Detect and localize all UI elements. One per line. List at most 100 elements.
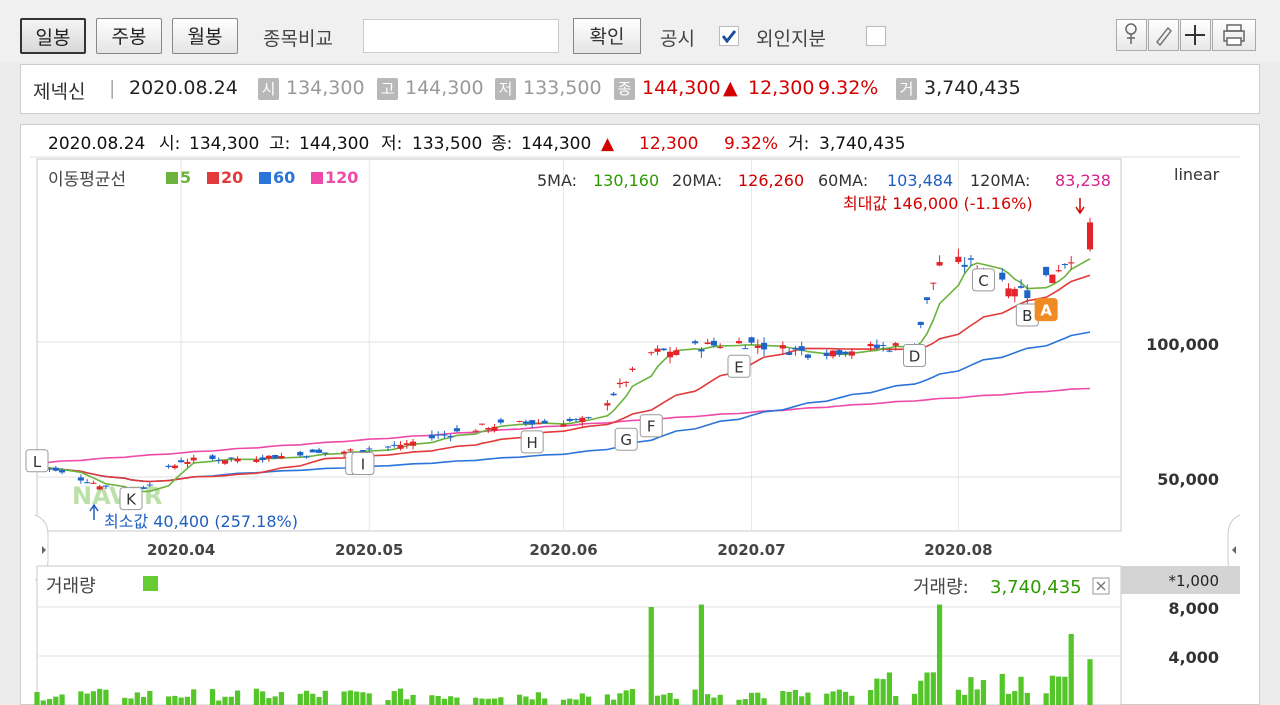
quote-bar: 제넥신 | 2020.08.24 시 134,300 고 144,300 저 1… [20,64,1260,114]
candle [886,347,893,353]
volume-bar [930,672,936,705]
candle [265,454,272,462]
disclosure-checkbox[interactable] [719,26,739,46]
candle [792,345,799,356]
event-marker-c[interactable]: C [971,268,995,292]
confirm-button[interactable]: 확인 [573,18,641,54]
candlesticks [33,217,1094,501]
foreign-checkbox[interactable] [866,26,886,46]
candle [585,416,592,419]
candle [748,336,755,345]
toolbar: 일봉 주봉 월봉 종목비교 확인 공시 외인지분 [0,0,1280,62]
candle [566,417,573,423]
volume-bar [122,697,128,705]
event-marker-e[interactable]: E [727,354,751,378]
low-badge: 저 [495,78,516,100]
svg-text:I: I [361,456,365,474]
tab-daily[interactable]: 일봉 [20,18,86,54]
volume-bar [147,690,153,705]
compare-input[interactable] [363,19,559,53]
candle [59,468,66,475]
event-markers: LKJIHGFEDCBA [25,268,1058,511]
event-marker-h[interactable]: H [520,430,544,454]
change-percent: 9.32% [818,77,879,99]
open-price: 134,300 [286,77,365,99]
candle [660,348,667,352]
candle [215,457,222,464]
tab-monthly[interactable]: 월봉 [172,18,238,54]
scale-label[interactable]: linear [1174,165,1220,184]
candle [616,378,623,389]
event-marker-a[interactable]: A [1034,298,1058,322]
candle [1005,283,1012,299]
foreign-label: 외인지분 [756,28,826,50]
crosshair-icon [1185,25,1205,45]
volume-bar [404,699,410,705]
volume-bar [542,698,548,705]
ma-legend: 5 20 60 120 [166,168,358,187]
volume-bar [748,692,755,705]
svg-text:G: G [620,431,632,449]
up-arrow-icon: ▲ [723,77,738,99]
event-marker-k[interactable]: K [119,487,143,511]
candle [623,381,630,387]
volume-bar [397,688,404,705]
volume-bar [260,691,266,705]
volume-bar [59,694,65,705]
pin-tool-button[interactable] [1116,19,1147,51]
volume-bar [429,695,435,705]
price-plot-area [36,158,1122,532]
candle [692,339,699,345]
candle [717,343,724,349]
event-marker-f[interactable]: F [639,414,663,438]
volume-bar [842,691,849,705]
volume-bar [84,693,90,705]
stock-name: 제넥신 [33,81,86,103]
checkmark-icon [721,30,737,44]
candle [930,282,937,290]
volume-bar [980,680,987,705]
event-marker-i[interactable]: I [351,452,375,475]
candle [673,347,680,356]
header-volume-label: 거: [788,134,809,154]
volume-bar [836,689,842,705]
chevron-right-icon[interactable] [42,546,46,554]
ma-legend-swatch-60 [259,172,271,184]
volume-bar [654,695,661,705]
volume-bar [34,692,40,705]
candle [403,439,410,449]
volume-bar [266,698,272,705]
event-marker-l[interactable]: L [25,449,49,473]
volume-bar [849,695,855,705]
event-marker-g[interactable]: G [614,427,638,451]
candle [341,450,348,458]
close-icon[interactable] [1096,581,1106,591]
volume-bar [736,699,742,705]
event-marker-d[interactable]: D [903,344,926,367]
volume-bar [692,689,698,705]
candle [923,297,931,304]
volume-bar [717,694,723,705]
ma-value-3: 83,238 [1055,171,1111,190]
volume-bar [435,696,441,705]
pen-tool-button[interactable] [1148,19,1179,51]
svg-text:F: F [647,418,656,436]
volume-bar [140,697,147,705]
volume-close-button[interactable] [1092,577,1110,595]
header-close-label: 종: [491,134,512,154]
candle [754,339,761,354]
tab-weekly[interactable]: 주봉 [96,18,162,54]
candle [410,438,417,450]
volume-bar [473,697,479,705]
candle [221,460,229,466]
header-change: 12,300 [639,134,698,154]
high-badge: 고 [377,78,398,100]
volume-bar [673,698,679,705]
ma-legend-label-5: 5 [180,168,191,187]
chevron-left-icon[interactable] [1232,546,1236,554]
svg-text:B: B [1022,307,1032,325]
volume-bar [178,697,184,705]
crosshair-tool-button[interactable] [1180,19,1211,51]
print-button[interactable] [1212,19,1256,51]
